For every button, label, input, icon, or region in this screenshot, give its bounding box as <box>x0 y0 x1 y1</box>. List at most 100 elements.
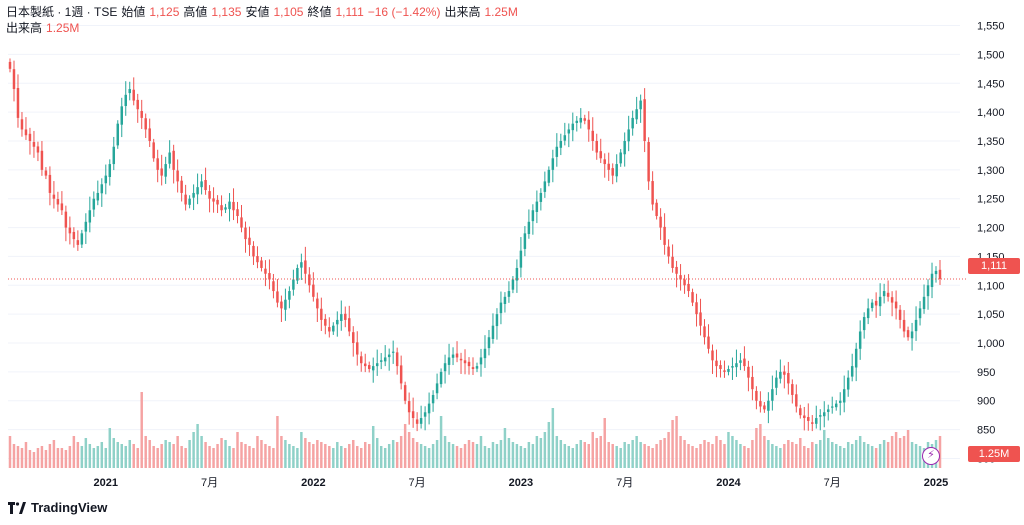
volume-bar <box>651 448 654 468</box>
candle-body <box>192 192 195 198</box>
volume-bar <box>527 442 531 468</box>
volume-bar <box>811 442 814 468</box>
volume-bar <box>882 440 886 468</box>
low-label: 安値 <box>245 5 270 19</box>
volume-bar <box>623 442 626 468</box>
candle-body <box>348 318 351 332</box>
volume-bar <box>723 444 726 468</box>
candle-body <box>603 159 606 165</box>
price-axis[interactable]: 8008509009501,0001,0501,1001,1501,2001,2… <box>977 21 1005 466</box>
candle-body <box>779 371 782 379</box>
volume-bar <box>878 444 882 468</box>
volume-bar <box>260 440 263 468</box>
volume-bar <box>132 444 135 468</box>
volume-bar <box>459 448 463 468</box>
candle-body <box>639 100 642 110</box>
candle-body <box>216 199 219 205</box>
volume-bar <box>563 444 567 468</box>
volume-bar <box>763 436 766 468</box>
candle-body <box>902 319 906 332</box>
candle-body <box>539 192 543 202</box>
volume-bar <box>803 446 806 468</box>
candle-body <box>447 357 451 365</box>
candle-body <box>842 389 846 403</box>
volume-bar <box>683 440 686 468</box>
candle-body <box>144 118 147 130</box>
candle-body <box>655 202 658 217</box>
volume-bar <box>807 448 810 468</box>
symbol-name[interactable]: 日本製紙 · 1週 · TSE <box>6 5 118 19</box>
volume-bar <box>838 446 842 468</box>
candle-body <box>120 106 123 125</box>
volume-bar <box>635 436 638 468</box>
candle-body <box>208 191 211 199</box>
y-tick-label: 1,100 <box>977 280 1005 292</box>
candle-body <box>815 418 818 424</box>
candle-body <box>148 128 151 141</box>
volume-bar <box>846 442 850 468</box>
volume-bar <box>675 416 678 468</box>
candle-body <box>615 164 618 177</box>
candle-body <box>914 319 918 332</box>
candle-body <box>571 123 575 131</box>
volume-bar <box>467 440 471 468</box>
volume-bar <box>687 444 690 468</box>
volume-bar <box>535 436 539 468</box>
tradingview-logo[interactable]: TradingView <box>8 500 107 515</box>
volume-bar <box>655 444 658 468</box>
candle-body <box>507 291 511 297</box>
candle-body <box>651 181 654 205</box>
candle-body <box>268 273 271 280</box>
candle-body <box>483 348 487 359</box>
volume-bar <box>711 444 714 468</box>
candle-body <box>140 110 143 118</box>
candle-body <box>276 291 279 303</box>
candle-body <box>72 231 76 240</box>
volume-bar <box>92 448 96 468</box>
volume-bar <box>938 436 942 468</box>
close-value: 1,111 <box>335 5 364 19</box>
candle-body <box>799 408 802 416</box>
candle-body <box>124 94 127 107</box>
open-label: 始値 <box>121 5 146 19</box>
ohlc-row: 日本製紙 · 1週 · TSE 始値 1,125 高値 1,135 安値 1,105 … <box>6 4 518 20</box>
volume-bar <box>815 444 818 468</box>
volume-bar <box>559 440 563 468</box>
volume-row: 出来高 1.25M <box>6 20 518 36</box>
candle-body <box>834 403 838 408</box>
candle-body <box>823 412 826 417</box>
candle-body <box>551 158 555 170</box>
volume-bar <box>176 436 179 468</box>
volume-bar <box>571 448 575 468</box>
x-tick-label: 2023 <box>509 477 533 489</box>
candle-body <box>336 319 339 325</box>
volume-bar <box>240 442 243 468</box>
volume-bar <box>379 446 383 468</box>
candle-body <box>775 377 778 388</box>
candle-body <box>108 164 112 178</box>
candle-body <box>487 337 491 349</box>
candle-body <box>176 170 179 182</box>
time-axis[interactable]: 20217月20227月20237月20247月20257月 <box>94 477 1024 489</box>
volume-bar <box>743 446 746 468</box>
lightning-icon[interactable]: ⚡ <box>922 447 940 465</box>
volume-bar <box>539 438 543 468</box>
volume-bar <box>144 436 147 468</box>
candle-body <box>767 400 770 411</box>
volume-bar <box>755 428 758 468</box>
volume-bar <box>140 392 143 468</box>
candle-body <box>212 198 215 202</box>
volume-bar <box>276 416 279 468</box>
volume-bar <box>595 438 598 468</box>
volume-bar <box>280 436 283 468</box>
volume-bar <box>12 444 16 468</box>
volume-bar <box>28 450 32 468</box>
low-value: 1,105 <box>273 5 304 19</box>
candle-body <box>495 314 499 327</box>
candle-body <box>228 201 231 210</box>
volume-bar <box>128 440 131 468</box>
volume-bar <box>902 436 906 468</box>
candle-body <box>527 221 531 235</box>
volume-bar <box>627 444 630 468</box>
